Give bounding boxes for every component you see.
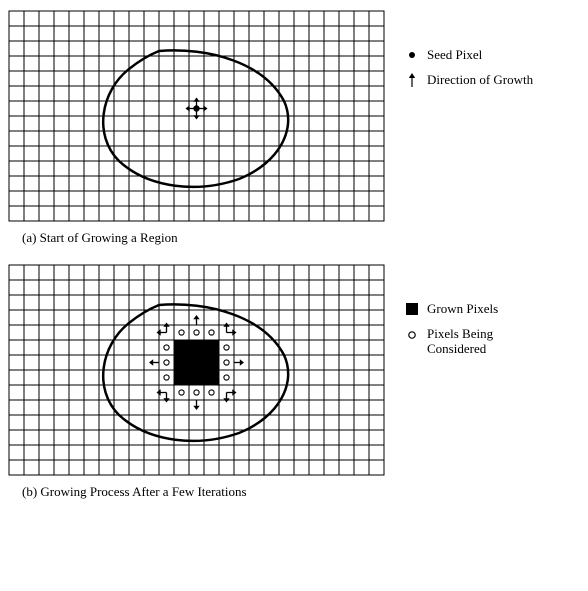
caption-b: (b) Growing Process After a Few Iteratio… xyxy=(22,484,580,500)
legend-row-seed: Seed Pixel xyxy=(403,48,533,63)
legend-seed-label: Seed Pixel xyxy=(427,48,482,63)
grid-diagram-b xyxy=(8,264,385,476)
legend-row-direction: Direction of Growth xyxy=(403,73,533,89)
seed-dot-icon xyxy=(403,49,421,61)
arrow-up-icon xyxy=(403,73,421,89)
legend-considered-label: Pixels BeingConsidered xyxy=(427,327,493,357)
legend-row-considered: Pixels BeingConsidered xyxy=(403,327,498,357)
panel-b-block: Grown Pixels Pixels BeingConsidered xyxy=(8,264,580,476)
legend-b: Grown Pixels Pixels BeingConsidered xyxy=(403,302,498,367)
legend-grown-label: Grown Pixels xyxy=(427,302,498,317)
panel-a-block: Seed Pixel Direction of Growth xyxy=(8,10,580,222)
grid-diagram-a xyxy=(8,10,385,222)
considered-circle-icon xyxy=(403,329,421,341)
legend-a: Seed Pixel Direction of Growth xyxy=(403,48,533,99)
legend-row-grown: Grown Pixels xyxy=(403,302,498,317)
grown-square-icon xyxy=(403,302,421,316)
caption-a: (a) Start of Growing a Region xyxy=(22,230,580,246)
legend-direction-label: Direction of Growth xyxy=(427,73,533,88)
